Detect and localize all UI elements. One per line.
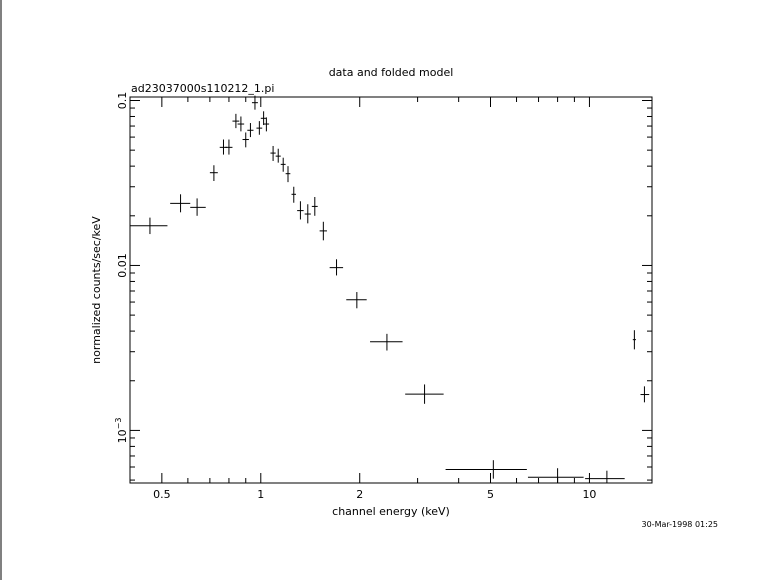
data-point — [297, 201, 304, 220]
data-point — [632, 330, 636, 350]
data-point — [329, 259, 344, 276]
data-point — [270, 145, 276, 161]
data-point — [405, 384, 444, 404]
data-point — [445, 460, 527, 479]
axis-ticks — [129, 97, 652, 483]
x-tick-label: 1 — [257, 488, 264, 501]
data-point — [370, 333, 403, 351]
data-point — [527, 468, 584, 483]
chart-subtitle: ad23037000s110212_1.pi — [131, 82, 274, 95]
data-point — [291, 186, 297, 203]
data-point — [304, 204, 311, 224]
y-tick-label: 0.1 — [116, 92, 129, 110]
data-point — [319, 221, 327, 241]
data-point — [640, 386, 650, 403]
chart-title: data and folded model — [329, 66, 454, 79]
data-point — [170, 194, 191, 213]
data-point — [190, 198, 206, 216]
data-point — [275, 148, 281, 163]
data-point — [251, 95, 258, 110]
data-points — [130, 95, 650, 483]
data-point — [346, 292, 367, 309]
data-point — [263, 117, 270, 132]
y-tick-label: 0.01 — [116, 253, 129, 278]
data-point — [130, 217, 168, 235]
data-point — [585, 470, 625, 483]
data-point — [280, 157, 286, 172]
y-axis-label: normalized counts/sec/keV — [90, 216, 103, 364]
axis-tick-labels: 0.5 1 2 5 10 0.1 0.01 10−3 — [114, 92, 596, 501]
data-point — [247, 123, 254, 138]
data-point — [242, 132, 249, 148]
x-tick-label: 10 — [582, 488, 596, 501]
y-tick-label: 10−3 — [114, 418, 129, 444]
x-tick-label: 2 — [356, 488, 363, 501]
x-axis-label: channel energy (keV) — [332, 505, 450, 518]
data-point — [237, 116, 245, 132]
data-point — [225, 139, 233, 155]
x-tick-label: 5 — [487, 488, 494, 501]
data-point — [260, 111, 267, 126]
data-point — [209, 165, 218, 182]
data-point — [232, 113, 240, 129]
plot-frame — [129, 96, 653, 484]
data-point — [311, 197, 318, 216]
data-point — [285, 166, 291, 183]
data-point — [256, 121, 263, 135]
plot-timestamp: 30-Mar-1998 01:25 — [642, 520, 719, 529]
x-tick-label: 0.5 — [153, 488, 171, 501]
